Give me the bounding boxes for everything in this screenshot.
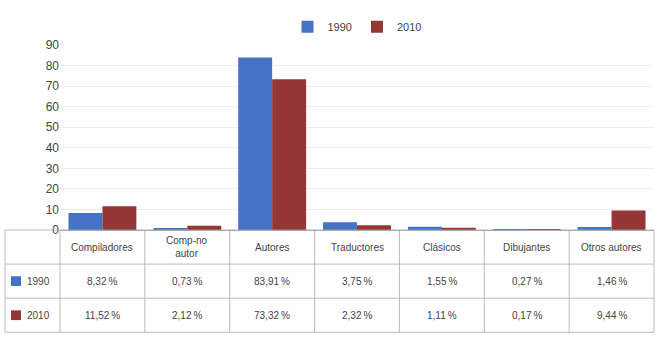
svg-text:1,46 %: 1,46 % bbox=[597, 276, 627, 287]
svg-text:60: 60 bbox=[46, 100, 60, 114]
svg-text:11,52 %: 11,52 % bbox=[85, 310, 120, 321]
svg-text:50: 50 bbox=[46, 120, 60, 134]
svg-text:3,75 %: 3,75 % bbox=[342, 276, 372, 287]
svg-text:1990: 1990 bbox=[27, 276, 50, 287]
svg-text:1990: 1990 bbox=[328, 21, 352, 33]
svg-text:9,44 %: 9,44 % bbox=[597, 310, 627, 321]
svg-text:2,32 %: 2,32 % bbox=[342, 310, 372, 321]
svg-text:73,32 %: 73,32 % bbox=[254, 310, 290, 321]
svg-text:80: 80 bbox=[46, 59, 60, 73]
svg-text:Traductores: Traductores bbox=[331, 242, 384, 253]
svg-text:2010: 2010 bbox=[27, 310, 50, 321]
svg-text:Compiladores: Compiladores bbox=[71, 242, 133, 253]
svg-text:8,32 %: 8,32 % bbox=[87, 276, 117, 287]
svg-text:1,11 %: 1,11 % bbox=[427, 310, 457, 321]
svg-text:30: 30 bbox=[46, 162, 60, 176]
svg-text:Dibujantes: Dibujantes bbox=[503, 242, 550, 253]
svg-text:0,73 %: 0,73 % bbox=[172, 276, 202, 287]
svg-text:Otros autores: Otros autores bbox=[581, 242, 642, 253]
svg-text:2,12 %: 2,12 % bbox=[172, 310, 202, 321]
svg-text:10: 10 bbox=[46, 203, 60, 217]
svg-text:83,91 %: 83,91 % bbox=[254, 276, 290, 287]
svg-text:70: 70 bbox=[46, 79, 60, 93]
svg-text:Autores: Autores bbox=[255, 242, 289, 253]
svg-text:Clásicos: Clásicos bbox=[423, 242, 461, 253]
svg-text:90: 90 bbox=[46, 38, 60, 52]
svg-text:20: 20 bbox=[46, 182, 60, 196]
svg-text:2010: 2010 bbox=[397, 21, 421, 33]
svg-text:Comp-noautor: Comp-noautor bbox=[166, 235, 208, 259]
svg-text:0,27 %: 0,27 % bbox=[512, 276, 542, 287]
svg-text:0: 0 bbox=[52, 223, 59, 237]
svg-text:40: 40 bbox=[46, 141, 60, 155]
svg-text:1,55 %: 1,55 % bbox=[427, 276, 457, 287]
svg-text:0,17 %: 0,17 % bbox=[512, 310, 542, 321]
